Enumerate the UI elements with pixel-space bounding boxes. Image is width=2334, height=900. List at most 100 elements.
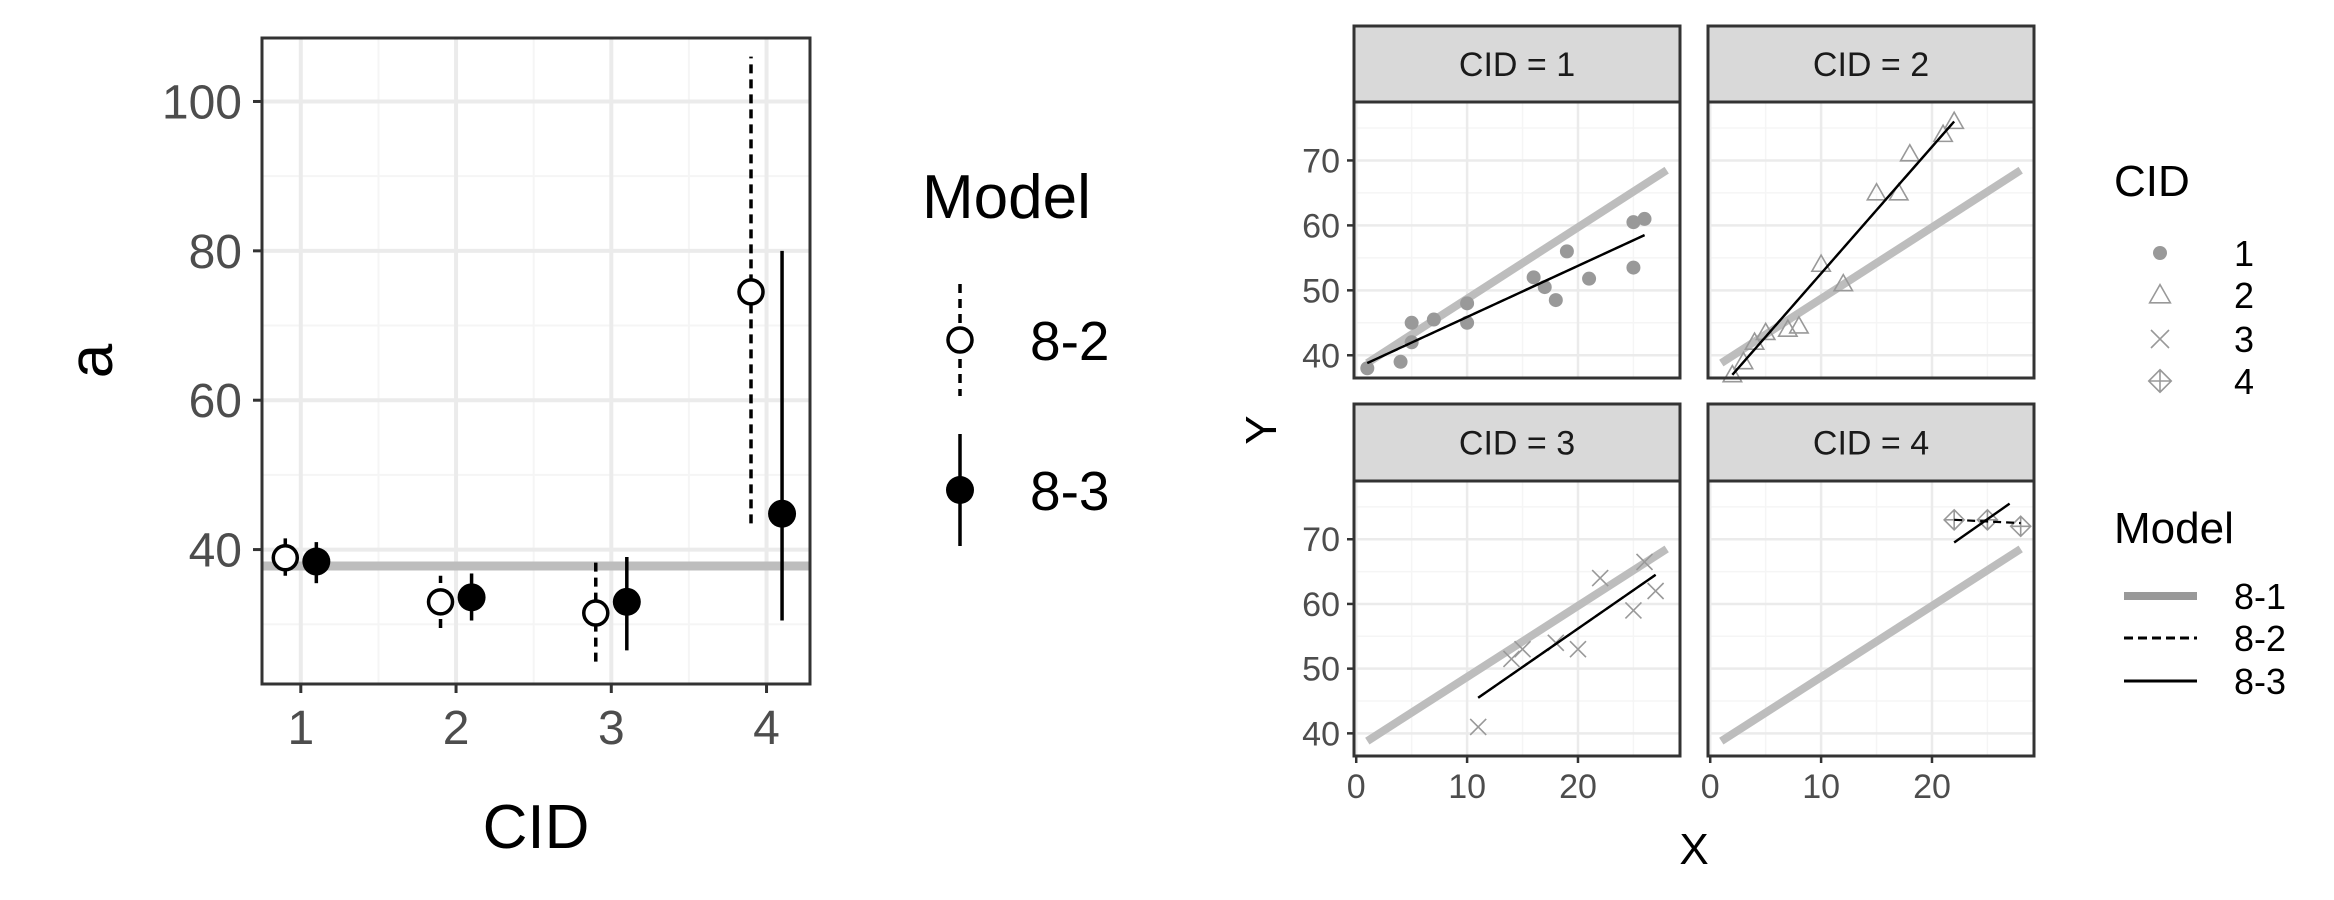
facet-y-tick-label: 50 xyxy=(1302,272,1340,310)
facet-y-tick-label: 60 xyxy=(1302,207,1340,245)
left-legend-key-point-8-3 xyxy=(946,476,974,504)
right-legend-model-label-8-2: 8-2 xyxy=(2234,618,2286,659)
left-legend-label-8-2: 8-2 xyxy=(1030,310,1110,372)
left-x-tick-label: 2 xyxy=(443,702,470,755)
point-8-3-cid-4 xyxy=(768,499,797,528)
facet-y-tick-label: 60 xyxy=(1302,586,1340,624)
right-legend-cid-label-1: 1 xyxy=(2234,233,2254,274)
facet-2-point-5 xyxy=(1788,315,1810,334)
left-x-axis-title: CID xyxy=(483,793,590,862)
facet-panel-border-4 xyxy=(1706,479,2036,758)
facet-1-point-7 xyxy=(1526,270,1541,285)
left-legend-label-8-3: 8-3 xyxy=(1030,460,1110,522)
facet-1-point-3 xyxy=(1404,315,1419,330)
facet-2-point-12 xyxy=(1943,110,1965,130)
right-legend-cid-key-2 xyxy=(2148,283,2172,304)
facet-panel-border-3 xyxy=(1352,479,1682,758)
facet-reference-line-8-1-3 xyxy=(1365,545,1669,745)
right-legend-cid-label-4: 4 xyxy=(2234,361,2254,402)
facet-2-point-7 xyxy=(1832,273,1854,292)
point-8-3-cid-1 xyxy=(302,547,331,576)
facet-x-tick-label: 0 xyxy=(1347,768,1366,806)
left-y-axis-title: a xyxy=(57,343,126,378)
facet-3-point-7 xyxy=(1635,553,1654,571)
facet-1-point-14 xyxy=(1637,211,1652,226)
facet-fit-8-2-4 xyxy=(1954,518,2021,525)
facet-1-point-12 xyxy=(1626,260,1641,275)
right-legend-cid-key-1 xyxy=(2153,246,2167,260)
point-8-2-cid-4 xyxy=(737,278,765,306)
left-x-tick-label: 1 xyxy=(287,702,314,755)
left-panel-border xyxy=(260,36,812,686)
right-legend-cid-label-2: 2 xyxy=(2234,275,2254,316)
point-8-2-cid-3 xyxy=(582,599,610,627)
facet-y-tick-label: 40 xyxy=(1302,715,1340,753)
right-legend-cid-key-4 xyxy=(2147,368,2173,394)
facet-1-point-11 xyxy=(1582,271,1597,286)
facet-3-point-6 xyxy=(1624,601,1642,619)
facet-x-tick-label: 0 xyxy=(1701,768,1720,806)
facet-3-point-5 xyxy=(1591,569,1609,587)
facet-1-point-10 xyxy=(1559,244,1574,259)
facet-panel-border-2 xyxy=(1706,100,2036,380)
left-x-tick-label: 3 xyxy=(598,702,625,755)
facet-x-tick-label: 20 xyxy=(1913,768,1951,806)
right-legend-model-title: Model xyxy=(2114,504,2234,553)
right-x-axis-title: X xyxy=(1679,825,1708,874)
facet-2-point-0 xyxy=(1721,363,1743,383)
facet-y-tick-label: 70 xyxy=(1302,521,1340,559)
point-8-3-cid-3 xyxy=(612,587,641,616)
facet-x-tick-label: 10 xyxy=(1448,768,1486,806)
right-legend-cid-key-3 xyxy=(2150,329,2170,349)
right-legend-model-label-8-1: 8-1 xyxy=(2234,576,2286,617)
right-y-axis-title: Y xyxy=(1237,415,1286,444)
facet-y-tick-label: 70 xyxy=(1302,142,1340,180)
right-legend-model-label-8-3: 8-3 xyxy=(2234,661,2286,702)
facet-2-point-10 xyxy=(1899,143,1921,162)
left-panel-background xyxy=(262,38,810,684)
facet-3-point-8 xyxy=(1647,582,1665,600)
facet-strip-2 xyxy=(1706,24,2036,104)
facet-1-point-4 xyxy=(1426,312,1441,327)
left-x-tick-label: 4 xyxy=(753,702,780,755)
facet-y-tick-label: 40 xyxy=(1302,337,1340,375)
facet-1-point-6 xyxy=(1460,296,1475,311)
facet-3-point-2 xyxy=(1513,640,1532,658)
facet-fit-8-3-4 xyxy=(1953,502,2011,544)
facet-1-point-13 xyxy=(1626,215,1641,230)
facet-3-point-1 xyxy=(1502,650,1521,668)
point-8-3-cid-2 xyxy=(457,583,486,612)
left-y-tick-label: 100 xyxy=(162,76,242,129)
facet-reference-line-8-1-4 xyxy=(1719,545,2023,745)
facet-2-point-6 xyxy=(1810,253,1832,273)
facet-3-point-4 xyxy=(1569,640,1587,658)
facet-2-point-1 xyxy=(1732,350,1755,370)
left-y-tick-label: 80 xyxy=(189,226,242,279)
facet-panel-border-1 xyxy=(1352,100,1682,380)
facet-3-point-0 xyxy=(1469,718,1487,736)
facet-1-point-1 xyxy=(1393,354,1408,369)
facet-reference-line-8-1-1 xyxy=(1365,166,1669,367)
facet-fit-8-3-1 xyxy=(1366,234,1646,365)
facet-x-tick-label: 10 xyxy=(1802,768,1840,806)
facet-1-point-0 xyxy=(1360,361,1375,376)
facet-y-tick-label: 50 xyxy=(1302,651,1340,689)
facet-1-point-9 xyxy=(1548,293,1563,308)
facet-2-point-8 xyxy=(1865,182,1888,201)
facet-fit-8-3-2 xyxy=(1731,120,1956,376)
point-8-2-cid-2 xyxy=(426,588,455,616)
right-legend-cid-title: CID xyxy=(2114,157,2190,206)
left-y-tick-label: 60 xyxy=(189,375,242,428)
right-legend-cid-label-3: 3 xyxy=(2234,319,2254,360)
facet-strip-label-2: CID = 2 xyxy=(1813,46,1929,84)
facet-fit-8-3-3 xyxy=(1477,573,1657,699)
left-y-tick-label: 40 xyxy=(189,525,242,578)
left-legend-title: Model xyxy=(922,163,1091,232)
facet-x-tick-label: 20 xyxy=(1559,768,1597,806)
facet-2-point-11 xyxy=(1932,123,1954,143)
point-8-2-cid-1 xyxy=(271,544,300,572)
facet-strip-label-1: CID = 1 xyxy=(1459,46,1575,84)
facet-strip-4 xyxy=(1706,402,2036,483)
facet-strip-label-3: CID = 3 xyxy=(1459,425,1575,463)
